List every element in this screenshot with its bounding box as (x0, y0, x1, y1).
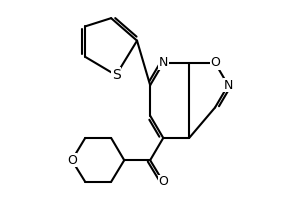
Text: N: N (159, 56, 168, 69)
Text: O: O (210, 56, 220, 69)
Text: N: N (224, 79, 233, 92)
Text: O: O (67, 154, 77, 167)
Text: S: S (112, 68, 120, 82)
Text: O: O (158, 175, 168, 188)
